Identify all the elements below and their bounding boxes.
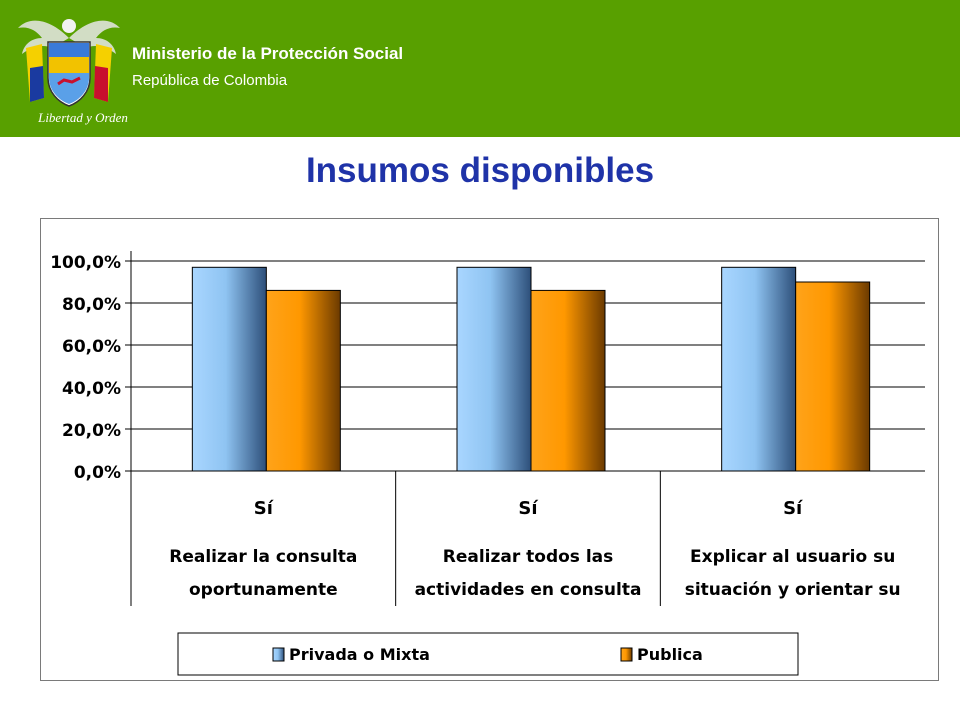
ministry-name: Ministerio de la Protección Social [132, 44, 404, 63]
coat-of-arms-logo: Libertad y Orden [14, 8, 128, 130]
header-bar: Libertad y Orden Ministerio de la Protec… [0, 0, 960, 137]
y-tick-label: 0,0% [74, 463, 121, 483]
country-name: República de Colombia [132, 72, 288, 89]
bar-publica-1 [265, 289, 341, 472]
category-label-line2: oportunamente [189, 580, 338, 600]
legend-label-privada: Privada o Mixta [289, 645, 430, 664]
y-tick-label: 40,0% [62, 379, 121, 399]
category-label-top: Sí [783, 498, 803, 519]
slide-title: Insumos disponibles [305, 151, 655, 190]
crest-motto: Libertad y Orden [38, 110, 128, 125]
category-label-top: Sí [254, 498, 274, 519]
y-tick-label: 20,0% [62, 421, 121, 441]
bar-publica-3 [795, 281, 871, 472]
category-label-line2: situación y orientar su [685, 580, 901, 600]
bar-publica-2 [530, 289, 606, 472]
category-label-line2: actividades en consulta [415, 580, 642, 600]
y-tick-label: 100,0% [50, 253, 121, 273]
category-label-line1: Realizar todos las [443, 547, 614, 567]
category-label-line1: Explicar al usuario su [690, 547, 895, 567]
y-tick-label: 80,0% [62, 295, 121, 315]
legend-box [177, 632, 799, 676]
category-label-top: Sí [518, 498, 538, 519]
legend-swatch-publica [620, 647, 633, 662]
chart-legend: Privada o Mixta Publica [177, 632, 799, 676]
y-tick-label: 60,0% [62, 337, 121, 357]
bar-privada-3 [721, 266, 797, 472]
bar-privada-1 [191, 266, 267, 472]
chart-frame: 0,0% 20,0% 40,0% 60,0% 80,0% 100,0% Sí Realiza… [40, 218, 939, 681]
legend-swatch-privada [272, 647, 285, 662]
category-label-line1: Realizar la consulta [169, 547, 357, 567]
bar-chart: 0,0% 20,0% 40,0% 60,0% 80,0% 100,0% Sí Realiza… [50, 251, 925, 676]
legend-label-publica: Publica [637, 645, 703, 664]
bar-privada-2 [456, 266, 532, 472]
